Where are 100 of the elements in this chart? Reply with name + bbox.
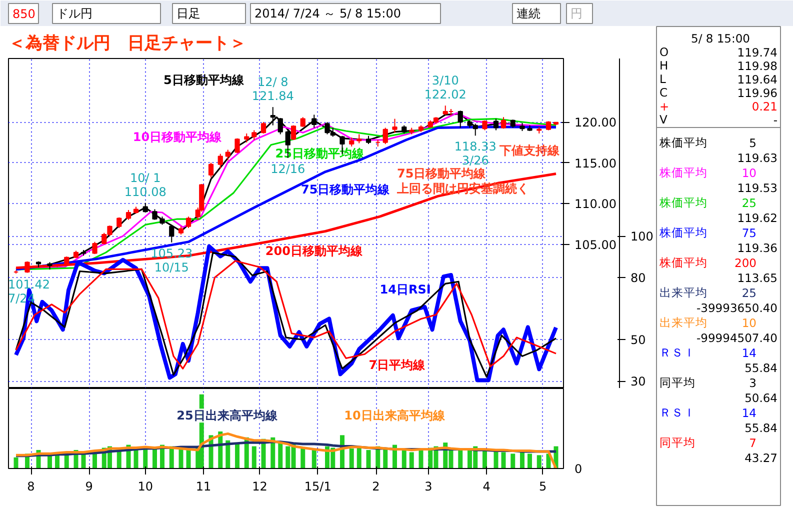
x-tick-label: 8 xyxy=(27,480,35,494)
text: 日足 xyxy=(176,6,200,20)
candlestick xyxy=(142,202,148,213)
text: 円 xyxy=(570,6,582,20)
bar xyxy=(383,448,388,468)
x-tick-label: 4 xyxy=(482,480,490,494)
candlestick xyxy=(252,130,257,140)
text: 出来平均 xyxy=(660,316,708,330)
y-tick-label: 105.00 xyxy=(574,238,616,252)
text: 119.74 xyxy=(737,46,778,60)
bar xyxy=(178,448,184,468)
x-tick-label: 12 xyxy=(252,480,268,494)
bar xyxy=(528,454,532,468)
text: 7 xyxy=(749,436,757,450)
x-tick-label: 15/1 xyxy=(304,480,332,494)
text: 3 xyxy=(749,376,757,390)
text: -39993650.40 xyxy=(696,301,778,315)
text: 2014/ 7/24 ～ 5/ 8 15:00 xyxy=(254,6,401,20)
series-label: 200日移動平均線 xyxy=(265,244,364,258)
candlestick xyxy=(260,122,266,134)
y-tick-label: 110.00 xyxy=(574,197,616,212)
x-tick-label: 2 xyxy=(372,480,380,494)
candlestick xyxy=(278,117,283,135)
text: 14 xyxy=(742,346,757,360)
text: 0.21 xyxy=(752,100,778,114)
candlestick xyxy=(92,241,98,255)
text: 119.96 xyxy=(737,86,778,100)
text: - xyxy=(773,113,778,127)
bar xyxy=(494,450,498,468)
y2-tick-label: 80 xyxy=(630,270,646,285)
annotation: 3/10 122.02 xyxy=(424,74,466,102)
text: 119.36 xyxy=(737,241,778,255)
text: 850 xyxy=(12,7,36,21)
series-label: 7日平均線 xyxy=(368,358,426,372)
x-tick-label: 3 xyxy=(424,480,432,494)
text: 株価平均 xyxy=(658,166,708,180)
candlestick xyxy=(186,216,192,228)
candlestick xyxy=(493,118,499,131)
text: + xyxy=(660,100,670,114)
candlestick xyxy=(290,124,296,140)
text: 25 xyxy=(742,196,757,210)
bar xyxy=(349,448,354,468)
y-tick-label: 120.00 xyxy=(574,116,616,130)
annotation: 12/ 8 121.84 xyxy=(252,75,294,104)
candlestick xyxy=(218,153,223,169)
candlestick xyxy=(208,162,214,178)
text: 75 xyxy=(742,226,757,240)
text: 25 xyxy=(742,286,757,300)
text: 119.64 xyxy=(737,72,778,86)
text: ＲＳＩ xyxy=(660,406,696,420)
candlestick xyxy=(152,208,158,220)
text: 5日移動平均線 xyxy=(164,73,245,88)
bar xyxy=(252,446,256,468)
text: -99994507.40 xyxy=(696,331,778,345)
text: 43.27 xyxy=(744,451,778,465)
text: 119.53 xyxy=(737,181,778,195)
text: ドル円 xyxy=(56,6,92,20)
text: 119.98 xyxy=(737,59,778,73)
text: 出来平均 xyxy=(660,286,708,300)
text: 5 xyxy=(749,136,757,150)
y-tick-label: 115.00 xyxy=(574,156,616,170)
annotation: 75日移動平均線 xyxy=(397,166,487,181)
text: 10 xyxy=(742,166,757,180)
text: L xyxy=(660,72,666,86)
text: 14 xyxy=(742,406,757,420)
x-tick-label: 5 xyxy=(539,480,547,494)
candlestick xyxy=(300,116,306,128)
text: 0 xyxy=(574,462,582,476)
x-tick-label: 11 xyxy=(196,480,212,494)
candlestick xyxy=(169,224,174,243)
text: 10 xyxy=(742,316,757,330)
text: 200 xyxy=(734,256,757,270)
series-label: 10日移動平均線 xyxy=(132,130,223,144)
annotation: 10/ 1 110.08 xyxy=(124,170,166,199)
bar xyxy=(186,450,191,468)
text: H xyxy=(660,58,668,72)
text: 113.65 xyxy=(737,271,778,285)
text: V xyxy=(660,112,668,126)
bar xyxy=(409,452,414,468)
candlestick xyxy=(126,210,132,220)
bar xyxy=(134,450,138,468)
series-label: 75日移動平均線 xyxy=(301,182,391,197)
bar xyxy=(278,442,283,468)
x-tick-label: 10 xyxy=(138,480,154,494)
text: ＲＳＩ xyxy=(660,346,696,360)
y2-tick-label: 30 xyxy=(630,374,646,389)
bar xyxy=(300,448,306,468)
text: 55.84 xyxy=(744,361,778,375)
annotation: 下値支持線 xyxy=(498,144,561,158)
series-label: 14日RSI xyxy=(380,282,431,297)
text: 5/ 8 15:00 xyxy=(691,32,750,46)
y2-tick-label: 100 xyxy=(630,230,654,244)
candlestick xyxy=(225,149,230,161)
bar xyxy=(48,456,52,468)
text: 株価平均 xyxy=(658,136,708,150)
text: 119.63 xyxy=(737,151,778,165)
chart-title: ＜為替ドル円 日足チャート＞ xyxy=(8,34,246,54)
text: 10日出来高平均線 xyxy=(344,408,446,423)
bar xyxy=(510,454,516,468)
bar xyxy=(501,452,506,468)
